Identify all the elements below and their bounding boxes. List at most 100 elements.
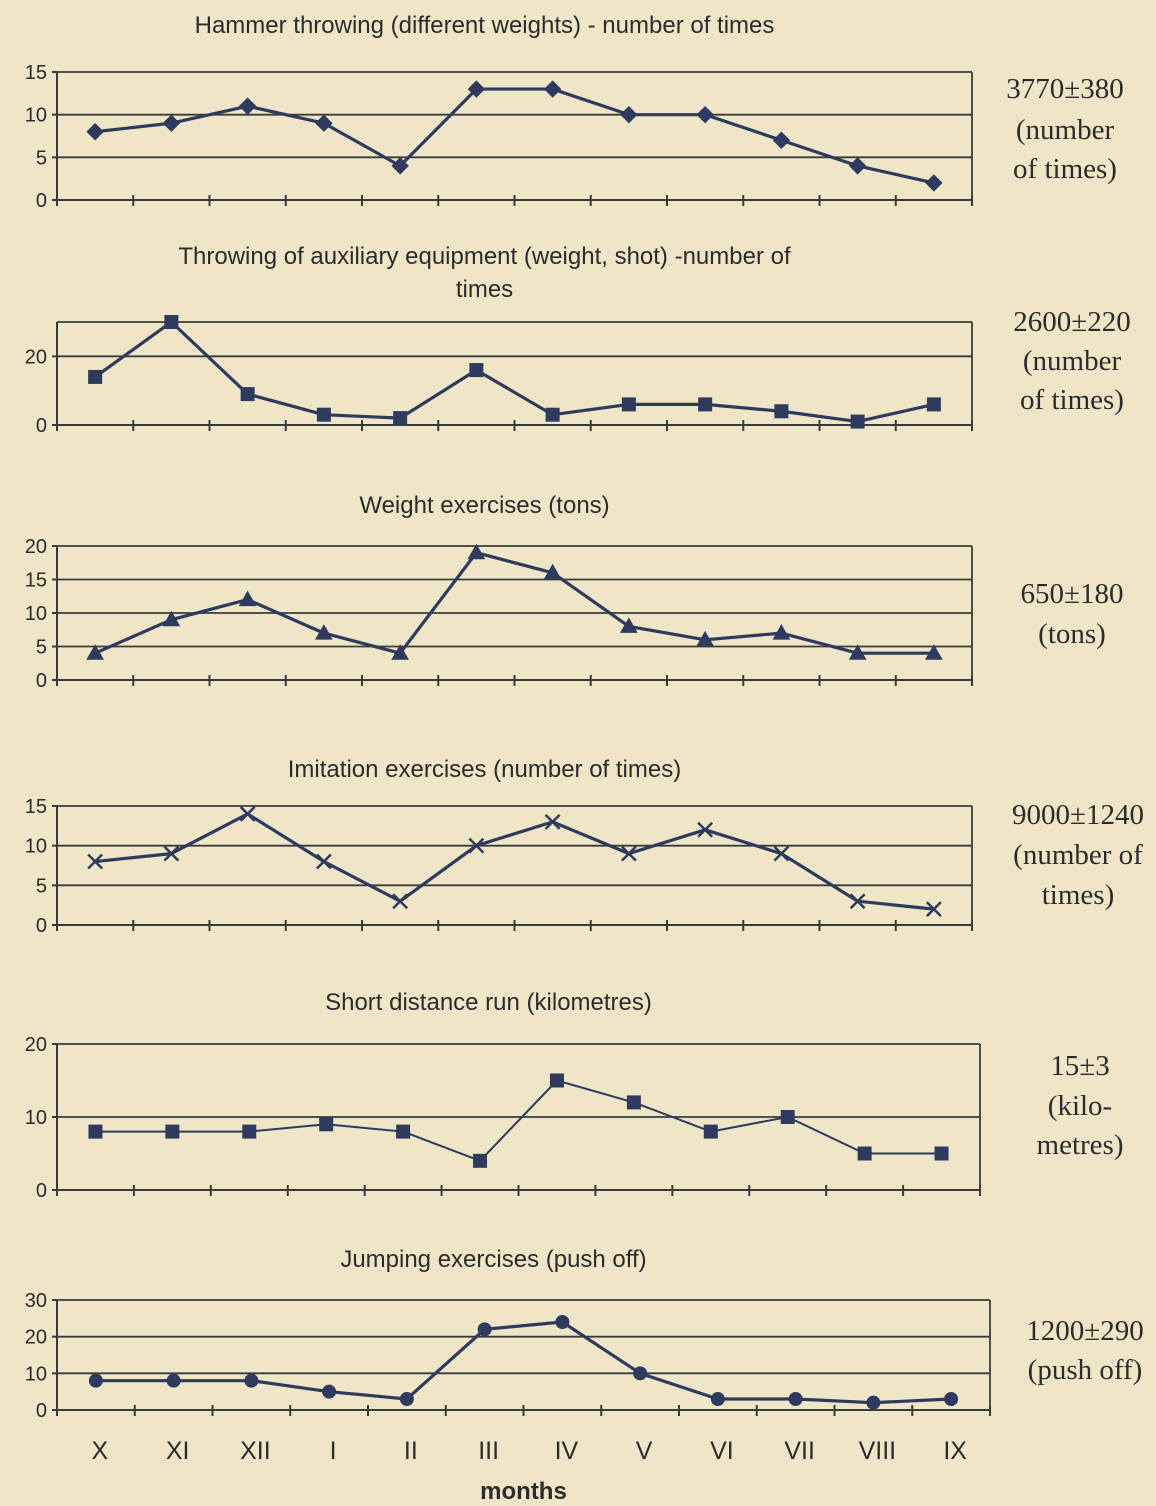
data-point	[86, 123, 104, 141]
data-point	[620, 845, 637, 862]
side-label: of times)	[1020, 384, 1124, 416]
series-line	[94, 320, 935, 424]
y-tick-label: 0	[36, 190, 47, 212]
y-tick-label: 20	[25, 346, 47, 368]
y-tick-label: 10	[25, 1363, 47, 1385]
data-point	[165, 1124, 180, 1139]
side-label: (number of	[1013, 839, 1143, 871]
data-point	[926, 397, 941, 412]
chart-title: Weight exercises (tons)	[359, 492, 609, 519]
side-label: metres)	[1037, 1129, 1124, 1161]
data-point	[848, 157, 867, 175]
x-tick-label: I	[330, 1437, 337, 1465]
data-point	[319, 1117, 334, 1132]
x-tick-label: IV	[555, 1437, 579, 1465]
y-tick-label: 10	[25, 836, 47, 858]
side-label: (push off)	[1028, 1354, 1143, 1386]
data-point	[238, 590, 257, 607]
data-point	[549, 1073, 564, 1088]
data-point	[848, 644, 867, 660]
chart-panel-3: Weight exercises (tons) 0 5 10 15 20 650±180 (t…	[25, 492, 1124, 692]
side-label: 1200±290	[1026, 1315, 1143, 1347]
data-point	[772, 131, 791, 149]
data-point	[391, 644, 409, 660]
data-point	[88, 1124, 103, 1139]
data-point	[393, 411, 408, 426]
chart-title: Jumping exercises (push off)	[340, 1246, 646, 1273]
data-point	[88, 369, 103, 384]
side-label: of times)	[1013, 153, 1117, 185]
data-point	[315, 853, 332, 870]
data-point	[543, 563, 562, 580]
data-point	[696, 630, 714, 647]
data-point	[788, 1392, 803, 1406]
x-tick-label: V	[636, 1437, 653, 1465]
y-tick-label: 15	[25, 570, 47, 592]
side-label: (tons)	[1038, 618, 1106, 650]
data-point	[162, 610, 181, 627]
side-label: 3770±380	[1006, 73, 1123, 105]
data-point	[621, 397, 636, 412]
data-point	[477, 1322, 492, 1337]
data-point	[780, 1110, 795, 1124]
y-tick-label: 0	[36, 670, 47, 692]
data-point	[626, 1095, 641, 1110]
y-tick-label: 20	[25, 1034, 47, 1056]
data-point	[244, 1373, 259, 1388]
data-point	[239, 806, 256, 822]
y-tick-label: 30	[25, 1290, 47, 1312]
data-point	[399, 1392, 414, 1406]
x-tick-label: VIII	[859, 1437, 897, 1465]
data-point	[238, 97, 257, 115]
x-tick-label: XII	[240, 1437, 271, 1465]
data-point	[162, 114, 181, 132]
data-point	[555, 1315, 570, 1329]
y-tick-label: 0	[36, 1400, 47, 1422]
data-point	[86, 644, 104, 660]
side-label: (kilo-	[1048, 1090, 1112, 1122]
data-point	[316, 407, 331, 422]
data-point	[240, 387, 255, 402]
data-point	[774, 404, 789, 419]
chart-title: Hammer throwing (different weights) - nu…	[195, 12, 775, 39]
side-label: 650±180	[1021, 578, 1124, 610]
data-point	[620, 617, 638, 633]
data-point	[545, 407, 560, 422]
data-point	[391, 157, 409, 175]
data-point	[944, 1392, 959, 1406]
y-tick-label: 10	[25, 105, 47, 127]
series-line	[95, 1320, 952, 1405]
series-line	[94, 87, 935, 185]
data-point	[773, 845, 790, 862]
y-tick-label: 0	[36, 1180, 47, 1202]
chart-panel-4: Imitation exercises (number of times) 0 5 1…	[25, 756, 1144, 937]
y-tick-label: 0	[36, 915, 47, 937]
y-tick-label: 5	[36, 637, 47, 659]
data-point	[392, 893, 409, 910]
y-tick-label: 15	[25, 62, 47, 84]
y-tick-label: 20	[25, 1327, 47, 1349]
chart-title: Imitation exercises (number of times)	[288, 756, 681, 783]
data-point	[163, 845, 180, 862]
y-tick-label: 20	[25, 536, 47, 558]
data-point	[166, 1373, 181, 1388]
data-point	[857, 1146, 872, 1161]
data-point	[543, 80, 562, 98]
data-point	[544, 813, 561, 830]
side-label: 15±3	[1050, 1050, 1109, 1082]
chart-panel-2: Throwing of auxiliary equipment (weight,…	[25, 243, 1131, 437]
chart-title: Throwing of auxiliary equipment (weight,…	[178, 243, 791, 303]
data-point	[315, 624, 333, 640]
data-point	[469, 363, 484, 378]
x-tick-label: X	[92, 1437, 109, 1465]
side-label: 2600±220	[1013, 306, 1130, 338]
data-point	[772, 624, 791, 640]
y-tick-label: 10	[25, 603, 47, 625]
x-tick-label: II	[404, 1437, 418, 1465]
x-tick-label: III	[478, 1437, 499, 1465]
y-tick-label: 5	[36, 875, 47, 897]
chart-title: Short distance run (kilometres)	[325, 989, 652, 1016]
data-point	[696, 105, 714, 124]
y-tick-label: 5	[36, 147, 47, 169]
